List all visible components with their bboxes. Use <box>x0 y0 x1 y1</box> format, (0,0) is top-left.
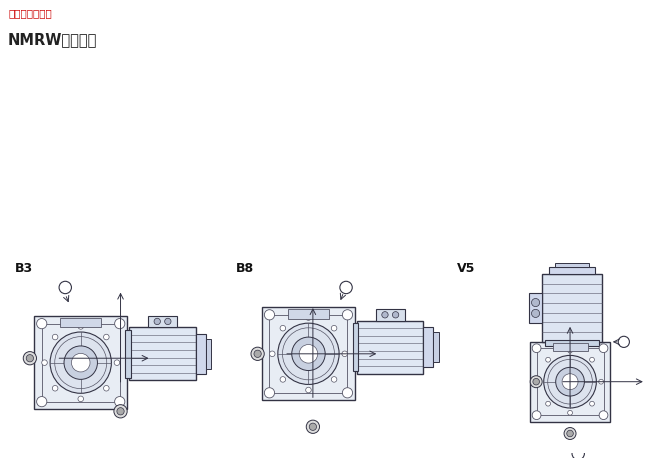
Bar <box>357 321 423 374</box>
Circle shape <box>537 379 541 384</box>
Circle shape <box>564 427 576 440</box>
Circle shape <box>64 346 97 379</box>
Circle shape <box>114 360 120 365</box>
Bar <box>129 327 196 380</box>
Bar <box>34 316 127 409</box>
Circle shape <box>342 310 352 320</box>
Bar <box>60 318 101 327</box>
Circle shape <box>531 299 539 306</box>
Circle shape <box>562 374 578 390</box>
Text: B3: B3 <box>15 262 33 275</box>
Circle shape <box>52 386 58 391</box>
Bar <box>529 293 542 323</box>
Circle shape <box>532 411 541 420</box>
Circle shape <box>42 360 48 365</box>
Circle shape <box>50 332 111 393</box>
Circle shape <box>382 311 388 318</box>
Bar <box>206 339 211 369</box>
Bar <box>530 342 610 421</box>
Circle shape <box>599 379 604 384</box>
Bar <box>262 307 355 400</box>
Text: V5: V5 <box>457 262 475 275</box>
Bar <box>555 263 589 267</box>
Bar <box>353 323 358 371</box>
Text: 结构及安装方式: 结构及安装方式 <box>8 8 52 18</box>
Bar <box>537 348 604 415</box>
Circle shape <box>59 281 72 294</box>
Circle shape <box>599 344 608 353</box>
Circle shape <box>306 315 312 321</box>
Circle shape <box>26 354 34 362</box>
Circle shape <box>306 420 320 433</box>
Bar <box>196 333 206 374</box>
Circle shape <box>114 405 127 418</box>
Circle shape <box>265 388 275 398</box>
Circle shape <box>154 318 160 325</box>
Circle shape <box>104 386 109 391</box>
Circle shape <box>331 326 337 331</box>
Circle shape <box>567 410 572 415</box>
Circle shape <box>251 347 264 360</box>
Bar <box>125 330 131 378</box>
Circle shape <box>291 337 325 371</box>
Circle shape <box>555 367 584 396</box>
Circle shape <box>254 350 261 357</box>
Circle shape <box>165 318 171 325</box>
Circle shape <box>37 319 47 329</box>
Text: NMRW安装方位: NMRW安装方位 <box>8 32 97 47</box>
Circle shape <box>78 324 84 329</box>
Bar <box>148 316 177 327</box>
Circle shape <box>331 376 337 382</box>
Circle shape <box>72 354 90 372</box>
Bar <box>553 344 588 351</box>
Circle shape <box>269 351 275 357</box>
Circle shape <box>532 344 541 353</box>
Circle shape <box>278 323 339 384</box>
Text: B8: B8 <box>236 262 254 275</box>
Bar <box>433 333 439 362</box>
Circle shape <box>340 281 352 294</box>
Circle shape <box>52 334 58 340</box>
Bar <box>288 309 329 318</box>
Circle shape <box>567 348 572 353</box>
Circle shape <box>265 310 275 320</box>
Circle shape <box>104 334 109 340</box>
Circle shape <box>310 423 316 431</box>
Circle shape <box>115 319 125 329</box>
Bar <box>269 315 348 393</box>
Circle shape <box>618 336 629 348</box>
Bar <box>376 309 405 321</box>
Circle shape <box>599 411 608 420</box>
Circle shape <box>533 378 539 385</box>
Circle shape <box>280 376 285 382</box>
Circle shape <box>280 326 285 331</box>
Circle shape <box>545 357 551 362</box>
Circle shape <box>306 387 312 393</box>
Circle shape <box>590 357 594 362</box>
Circle shape <box>37 397 47 407</box>
Circle shape <box>393 311 399 318</box>
Circle shape <box>530 376 542 387</box>
Circle shape <box>590 401 594 406</box>
Bar <box>542 274 602 342</box>
Circle shape <box>544 355 596 408</box>
Bar <box>423 327 433 367</box>
Circle shape <box>545 401 551 406</box>
Bar <box>42 324 120 402</box>
Circle shape <box>299 344 318 363</box>
Bar <box>545 340 599 346</box>
Circle shape <box>23 352 36 365</box>
Circle shape <box>78 396 84 402</box>
Circle shape <box>117 408 124 415</box>
Circle shape <box>115 397 125 407</box>
Circle shape <box>531 309 539 317</box>
Circle shape <box>572 447 584 458</box>
Bar <box>549 267 595 274</box>
Circle shape <box>567 430 574 437</box>
Circle shape <box>342 351 348 357</box>
Circle shape <box>342 388 352 398</box>
